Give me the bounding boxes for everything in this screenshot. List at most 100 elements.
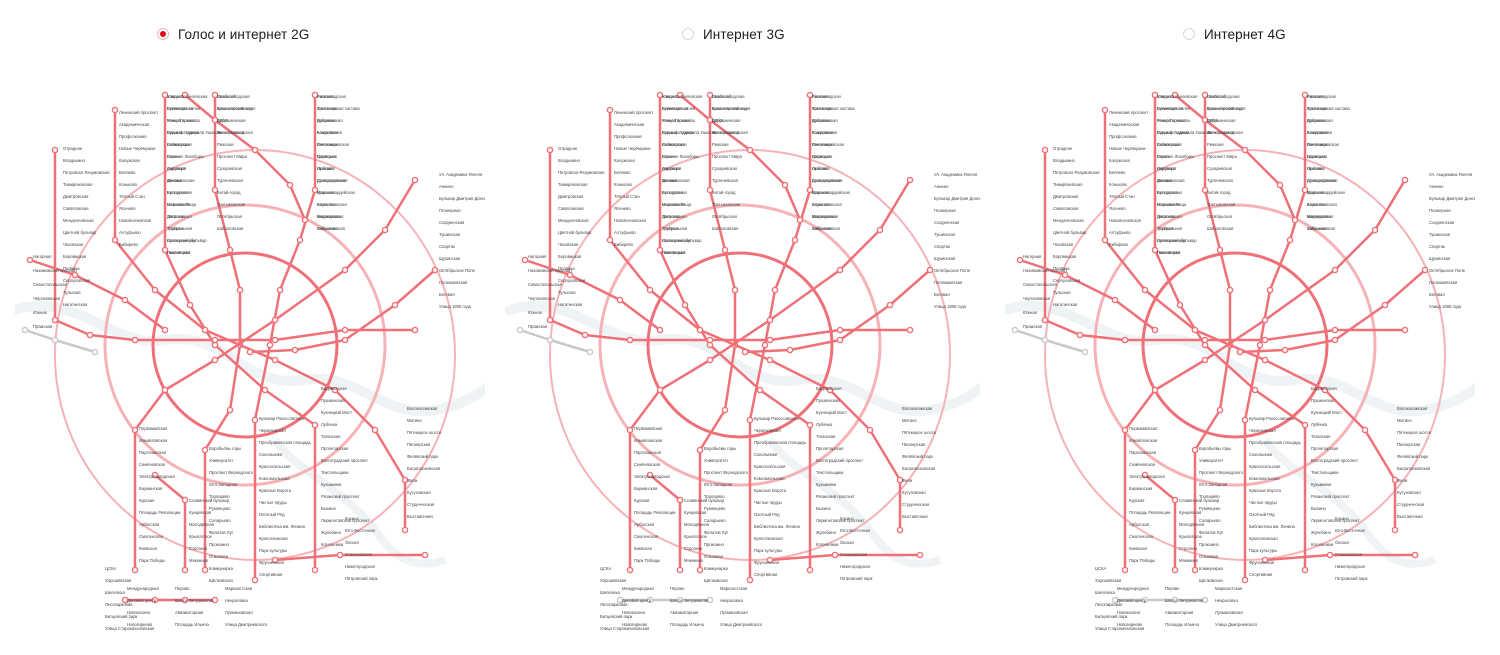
station-label: Профсоюзная — [119, 134, 147, 139]
station-marker — [706, 116, 714, 124]
station-marker — [201, 326, 209, 334]
station-label: Чкаловская — [167, 250, 190, 255]
station-label: Беляево — [1109, 170, 1126, 175]
tab-voice-internet-2g[interactable]: Голос и интернет 2G — [157, 22, 309, 46]
station-label: Академическая — [614, 122, 644, 127]
radio-2g[interactable] — [157, 28, 169, 40]
station-label: Кунцевская — [684, 510, 706, 515]
station-marker — [1171, 596, 1179, 604]
station-label: Дубровка — [1307, 118, 1326, 123]
station-label: Люблино — [812, 166, 830, 171]
station-label: Шелепиха — [105, 590, 125, 595]
station-marker — [1241, 416, 1249, 424]
station-marker — [251, 146, 259, 154]
station-label: Прокшино — [209, 542, 230, 547]
station-label: Тушинская — [934, 232, 955, 237]
station-label: Университет — [1199, 458, 1223, 463]
station-marker — [721, 246, 729, 254]
station-label: Петровско-Разумовская — [558, 170, 605, 175]
station-label: Тушинская — [439, 232, 460, 237]
station-marker — [616, 296, 624, 304]
station-label: Нижегородская — [345, 564, 375, 569]
station-label: Третьяковская — [712, 202, 740, 207]
station-marker — [866, 426, 874, 434]
station-label: Марьино — [317, 190, 335, 195]
station-label: Тульская — [63, 290, 81, 295]
station-label: Молодёжная — [189, 522, 214, 527]
station-label: Беговая — [439, 292, 455, 297]
station-label: Саларьево — [704, 518, 726, 523]
station-marker — [336, 551, 344, 559]
station-label: Библиотека им. Ленина — [1249, 524, 1296, 529]
station-label: Крестьянская застава — [812, 106, 855, 111]
station-label: Кузьминки — [1311, 482, 1332, 487]
station-label: Войковская — [662, 142, 684, 147]
station-label: Красногвардейская — [317, 190, 355, 195]
station-label: Электрозаводская — [712, 130, 748, 135]
station-label: Петровский парк — [840, 576, 873, 581]
station-label: Коммунарка — [704, 566, 729, 571]
station-marker — [1301, 186, 1309, 194]
station-label: Бульвар Адмирала Ушакова — [662, 130, 718, 135]
station-marker — [311, 91, 319, 99]
station-label: Бутырская — [167, 190, 188, 195]
station-label: Ул. Академика Янгеля — [934, 172, 977, 177]
station-label: Бауманская — [139, 486, 162, 491]
station-marker — [766, 316, 774, 324]
station-label: Румянцево — [704, 506, 726, 511]
station-label: Петровский парк — [345, 576, 378, 581]
tab-internet-4g[interactable]: Интернет 4G — [1183, 22, 1286, 46]
station-label: Филёвский парк — [902, 454, 933, 459]
station-marker — [546, 316, 554, 324]
radio-4g[interactable] — [1183, 28, 1195, 40]
central-circle-line — [1093, 203, 1377, 487]
station-label: Шоссе Энтузиастов — [670, 598, 709, 603]
station-label: Баррикадная — [1311, 386, 1337, 391]
station-label: Тёплый Стан — [1109, 194, 1135, 199]
station-label: Алтуфьево — [1109, 230, 1131, 235]
radio-3g[interactable] — [682, 28, 694, 40]
station-marker — [1276, 181, 1284, 189]
station-label: Китай-город — [217, 190, 241, 195]
station-label: Пушкинская — [1311, 398, 1335, 403]
station-label: Курская — [634, 498, 649, 503]
station-label: Щукинская — [439, 256, 460, 261]
station-label: Парк культуры — [754, 548, 782, 553]
station-marker — [806, 421, 814, 429]
station-label: Стахановская — [840, 552, 867, 557]
station-label: Борисово — [317, 202, 336, 207]
tab-internet-3g[interactable]: Интернет 3G — [682, 22, 785, 46]
station-label: Марьина Роща — [662, 202, 692, 207]
station-label: Фонвизинская — [1157, 178, 1185, 183]
station-label: Пионерская — [1397, 442, 1420, 447]
station-marker — [616, 596, 624, 604]
station-marker — [546, 336, 554, 344]
station-label: Медведково — [317, 214, 341, 219]
station-label: Фили — [407, 478, 418, 483]
station-label: Ольховая — [209, 554, 228, 559]
station-marker — [1171, 496, 1179, 504]
station-marker — [1201, 91, 1209, 99]
station-label: Строгино — [684, 546, 703, 551]
station-label: Текстильщики — [321, 470, 349, 475]
station-label: Сухаревская — [1207, 166, 1232, 171]
station-label: Улица 1905 года — [1429, 304, 1462, 309]
station-label: Воробьёвы горы — [209, 446, 241, 451]
station-label: Славянский бульвар — [189, 498, 230, 503]
station-label: Полежаевская — [1429, 280, 1457, 285]
station-label: Черкизовская — [259, 428, 286, 433]
station-label: Деловой центр — [622, 598, 652, 603]
station-marker — [1361, 426, 1369, 434]
station-label: Волжская — [317, 154, 336, 159]
station-marker — [706, 186, 714, 194]
station-label: Жулебино — [816, 530, 837, 535]
station-label: Коломенская — [317, 118, 343, 123]
station-marker — [131, 336, 139, 344]
station-label: Новоясеневская — [1109, 218, 1141, 223]
station-label: Кузьминки — [321, 482, 342, 487]
station-label: Чертановская — [1023, 296, 1050, 301]
station-label: Чеховская — [1053, 242, 1073, 247]
station-label: Ботанический сад — [1207, 106, 1243, 111]
station-label: Комсомольская — [754, 476, 784, 481]
station-marker — [291, 346, 299, 354]
